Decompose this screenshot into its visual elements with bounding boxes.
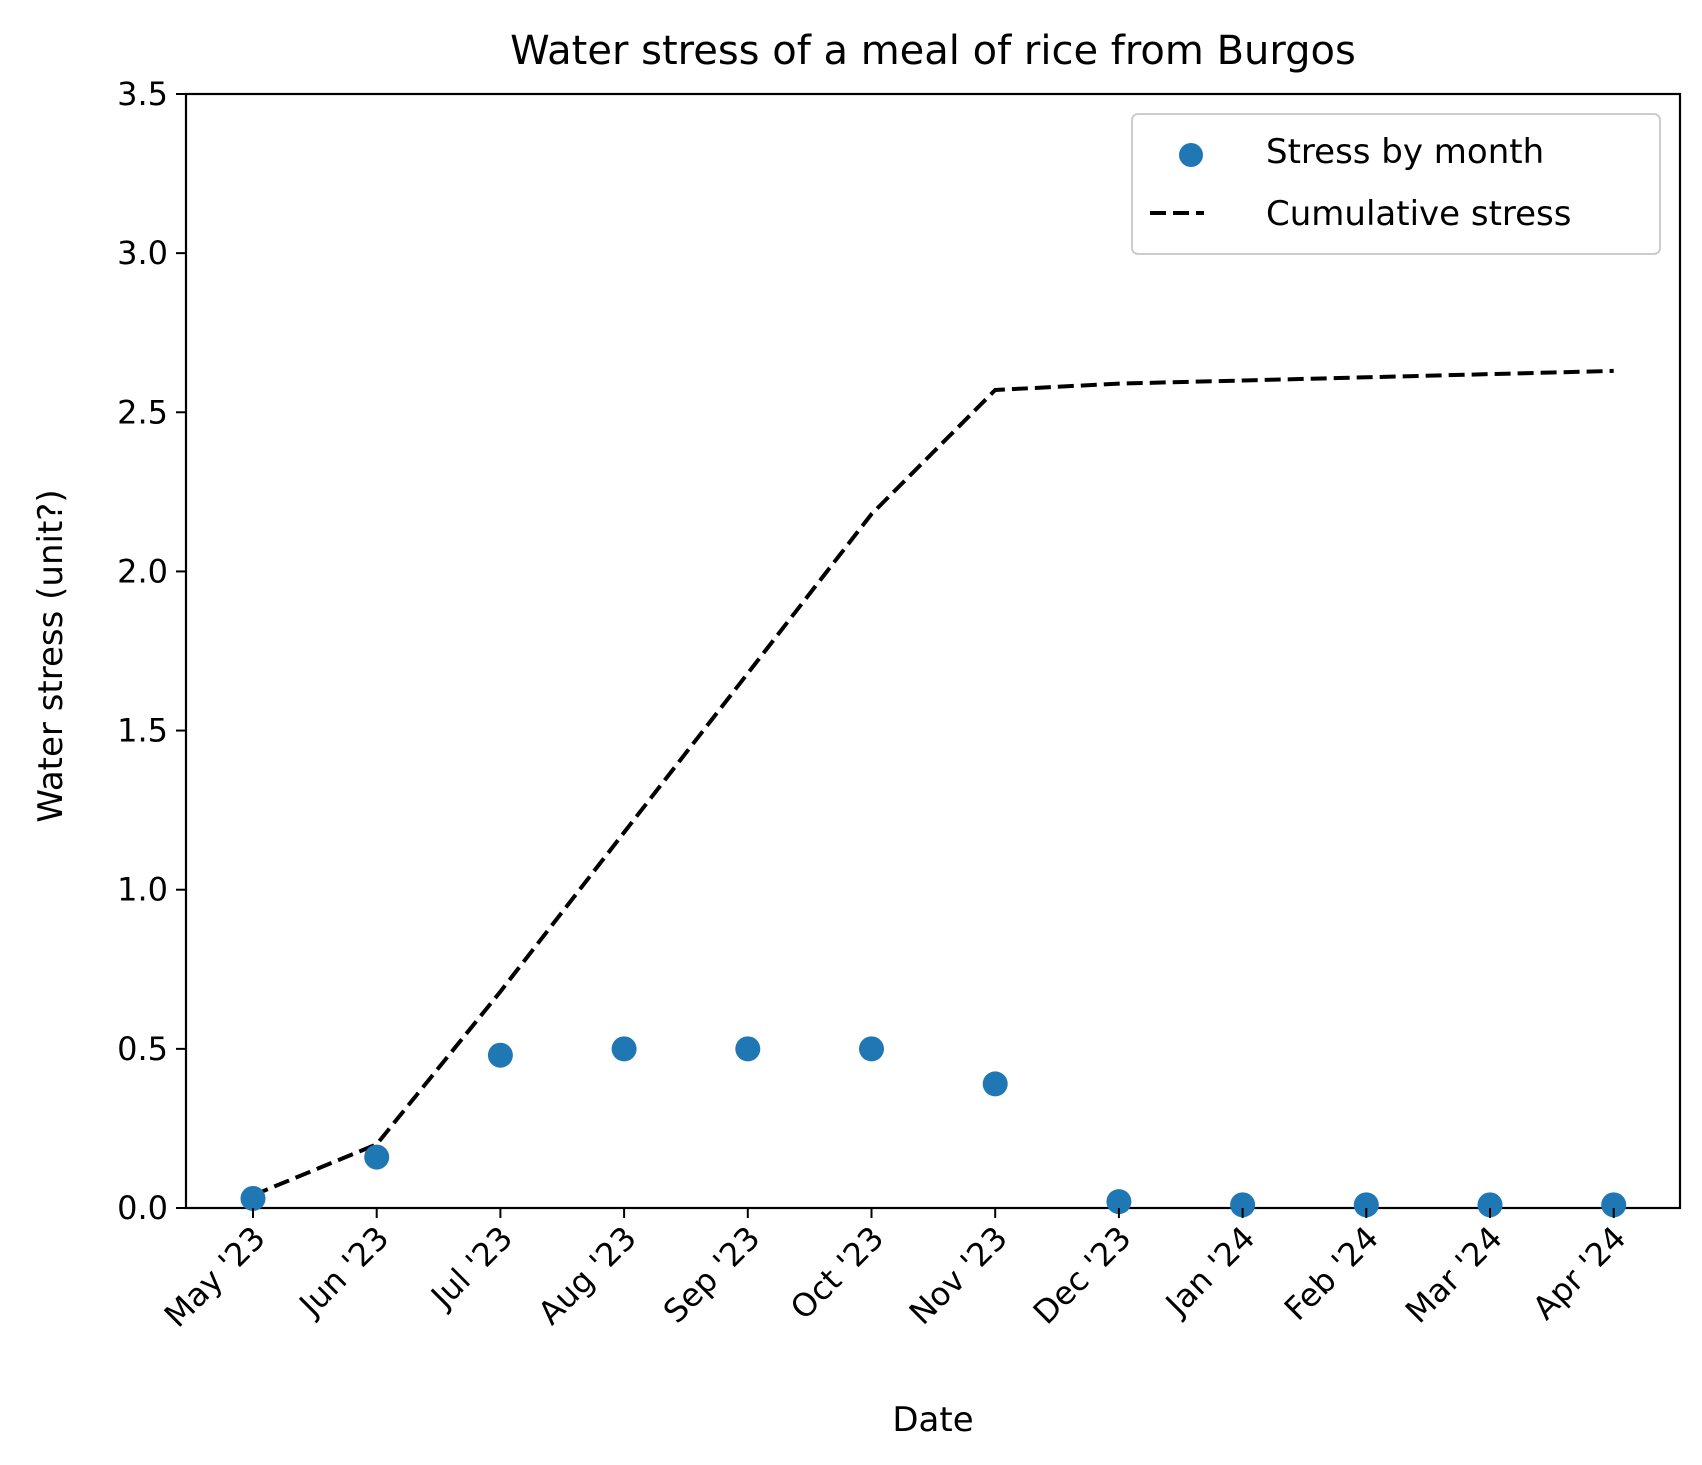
stress-by-month-point <box>487 1042 513 1068</box>
stress-by-month-point <box>611 1036 637 1062</box>
stress-by-month-point <box>1353 1192 1379 1218</box>
y-tick-label: 3.0 <box>117 234 168 272</box>
legend-label-stress-by-month: Stress by month <box>1266 132 1544 172</box>
y-axis: 0.0 0.5 1.0 1.5 2.0 2.5 3.0 3.5 <box>117 75 186 1227</box>
x-axis-label: Date <box>892 1400 973 1440</box>
stress-by-month-point <box>1601 1192 1627 1218</box>
y-tick-label: 0.0 <box>117 1189 168 1227</box>
chart-title: Water stress of a meal of rice from Burg… <box>510 28 1356 74</box>
y-tick-label: 1.5 <box>117 712 168 750</box>
plot-frame <box>184 92 1682 1210</box>
stress-by-month-point <box>240 1185 266 1211</box>
y-axis-label: Water stress (unit?) <box>31 489 71 822</box>
y-tick-label: 2.5 <box>117 393 168 431</box>
legend-scatter-marker <box>1179 143 1203 167</box>
stress-by-month-point <box>1106 1189 1132 1215</box>
stress-by-month-point <box>1477 1192 1503 1218</box>
stress-by-month-point <box>859 1036 884 1062</box>
y-tick-label: 0.5 <box>117 1030 168 1068</box>
plot-area <box>184 92 1682 1210</box>
cumulative-stress-series <box>252 368 1614 1198</box>
stress-by-month-point <box>735 1036 761 1062</box>
legend: Stress by month Cumulative stress <box>1131 113 1661 255</box>
stress-by-month-series <box>240 1036 1627 1218</box>
stress-by-month-point <box>364 1144 390 1170</box>
y-tick-label: 2.0 <box>117 552 168 590</box>
y-tick-label: 1.0 <box>117 871 168 909</box>
y-tick-label: 3.5 <box>117 75 168 113</box>
cumulative-stress-line <box>252 368 1614 1198</box>
legend-label-cumulative-stress: Cumulative stress <box>1266 194 1572 234</box>
stress-by-month-point <box>1230 1192 1256 1218</box>
legend-frame <box>1131 113 1661 255</box>
stress-by-month-point <box>982 1071 1008 1097</box>
